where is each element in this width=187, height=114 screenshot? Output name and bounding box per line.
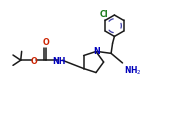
Text: O: O [30, 56, 37, 65]
Text: NH$_2$: NH$_2$ [124, 64, 141, 76]
Text: Cl: Cl [99, 10, 108, 19]
Text: NH: NH [52, 56, 66, 65]
Text: O: O [43, 38, 49, 46]
Text: N: N [93, 47, 100, 56]
